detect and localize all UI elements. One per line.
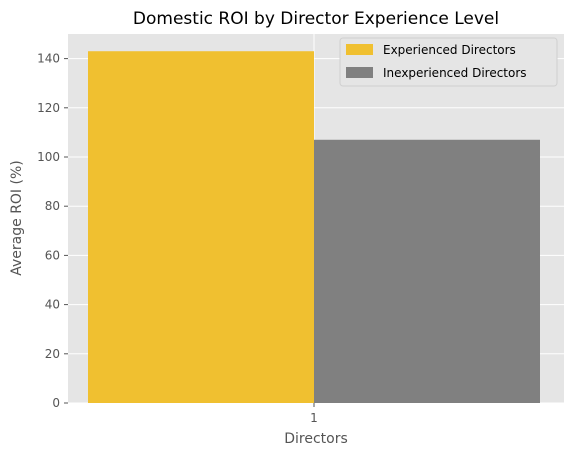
legend-swatch-inexperienced [346, 67, 373, 78]
bar-inexperienced [314, 140, 540, 403]
chart-title: Domestic ROI by Director Experience Leve… [133, 9, 499, 29]
legend-label-inexperienced: Inexperienced Directors [383, 66, 527, 80]
legend-swatch-experienced [346, 44, 373, 55]
y-tick-label: 60 [45, 248, 60, 262]
y-tick-label: 120 [37, 101, 60, 115]
x-axis-ticks: 1 [310, 403, 318, 425]
y-axis-ticks: 0 20 40 60 80 100 120 140 [37, 52, 68, 410]
x-tick-label: 1 [310, 411, 318, 425]
legend: Experienced Directors Inexperienced Dire… [340, 38, 557, 86]
x-axis-label: Directors [284, 431, 348, 447]
y-tick-label: 100 [37, 150, 60, 164]
y-tick-label: 0 [52, 396, 60, 410]
y-axis-label: Average ROI (%) [9, 160, 25, 276]
y-tick-label: 20 [45, 347, 60, 361]
legend-label-experienced: Experienced Directors [383, 43, 516, 57]
y-tick-label: 40 [45, 298, 60, 312]
y-tick-label: 80 [45, 199, 60, 213]
bar-experienced [88, 51, 314, 403]
y-tick-label: 140 [37, 52, 60, 66]
